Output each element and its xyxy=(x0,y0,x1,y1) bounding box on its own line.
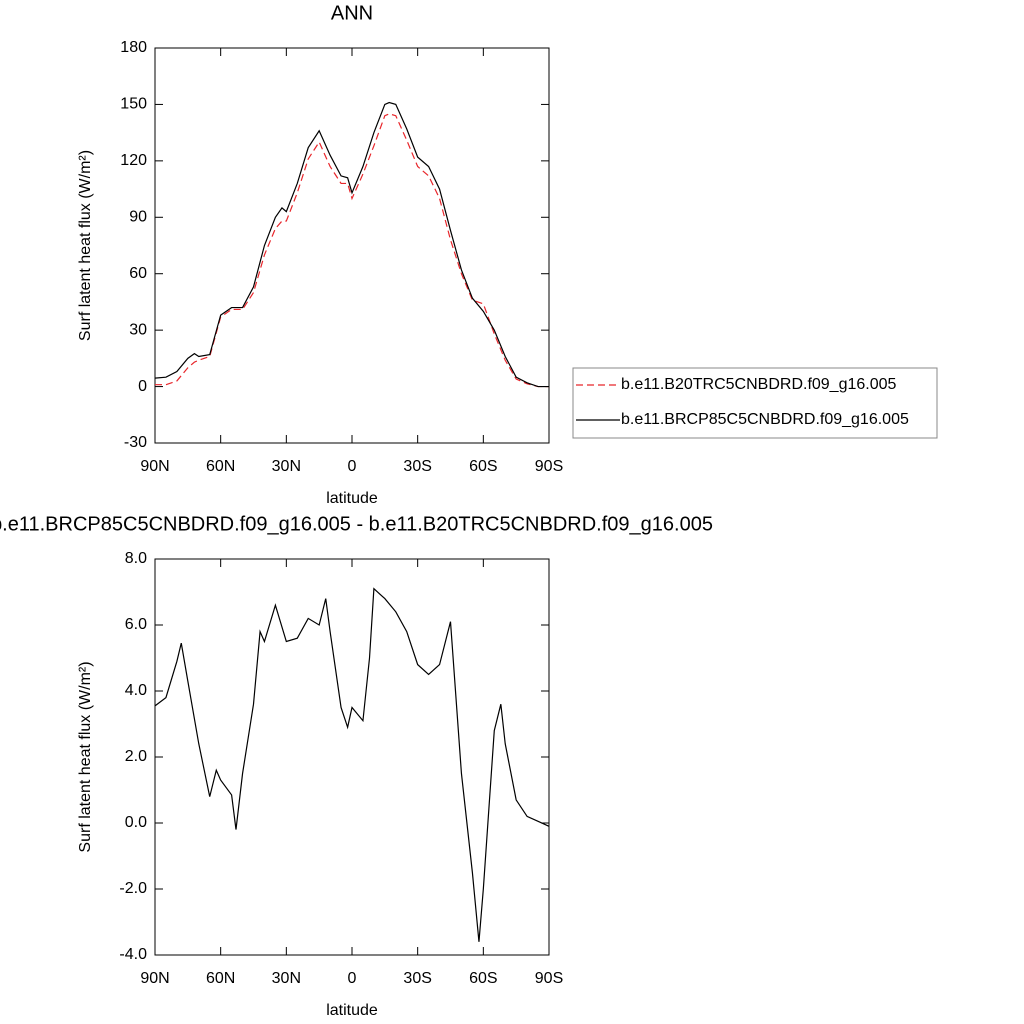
data-line xyxy=(155,113,549,388)
data-line xyxy=(154,101,549,388)
y-tick-label: 30 xyxy=(129,321,147,338)
x-tick-label: 30S xyxy=(403,970,431,987)
x-tick-label: 90N xyxy=(140,458,169,475)
y-tick-label: 180 xyxy=(120,39,147,56)
y-axis-label: Surf latent heat flux (W/m²) xyxy=(77,661,94,852)
plot-frame xyxy=(154,558,550,956)
x-tick-label: 90S xyxy=(535,970,563,987)
x-axis-label: latitude xyxy=(326,1002,378,1019)
x-tick-label: 30N xyxy=(272,458,301,475)
y-axis-label: Surf latent heat flux (W/m²) xyxy=(77,150,94,341)
legend-box xyxy=(572,367,938,439)
x-tick-label: 60S xyxy=(469,458,497,475)
chart-title: ANN xyxy=(331,2,373,24)
chart-title: b.e11.BRCP85C5CNBDRD.f09_g16.005 - b.e11… xyxy=(0,513,713,535)
y-tick-label: 60 xyxy=(129,265,147,282)
y-tick-label: 0 xyxy=(138,378,147,395)
y-tick-label: 120 xyxy=(120,152,147,169)
x-tick-label: 0 xyxy=(348,970,357,987)
y-tick-label: -2.0 xyxy=(119,880,147,897)
x-tick-label: 90N xyxy=(140,970,169,987)
y-tick-label: 8.0 xyxy=(125,550,147,567)
legend-label: b.e11.B20TRC5CNBDRD.f09_g16.005 xyxy=(621,376,897,393)
x-tick-label: 30N xyxy=(272,970,301,987)
y-tick-label: 150 xyxy=(120,96,147,113)
y-tick-label: 6.0 xyxy=(125,616,147,633)
legend-label: b.e11.BRCP85C5CNBDRD.f09_g16.005 xyxy=(621,411,909,428)
x-tick-label: 90S xyxy=(535,458,563,475)
y-tick-label: 2.0 xyxy=(125,748,147,765)
y-tick-label: 90 xyxy=(129,209,147,226)
y-tick-label: 0.0 xyxy=(125,814,147,831)
x-axis-label: latitude xyxy=(326,490,378,507)
y-tick-label: -30 xyxy=(124,434,147,451)
y-tick-label: 4.0 xyxy=(125,682,147,699)
x-tick-label: 0 xyxy=(348,458,357,475)
x-tick-label: 30S xyxy=(403,458,431,475)
plot-frame xyxy=(154,47,550,444)
x-tick-label: 60N xyxy=(206,458,235,475)
x-tick-label: 60S xyxy=(469,970,497,987)
data-line xyxy=(154,587,550,942)
y-tick-label: -4.0 xyxy=(119,946,147,963)
x-tick-label: 60N xyxy=(206,970,235,987)
